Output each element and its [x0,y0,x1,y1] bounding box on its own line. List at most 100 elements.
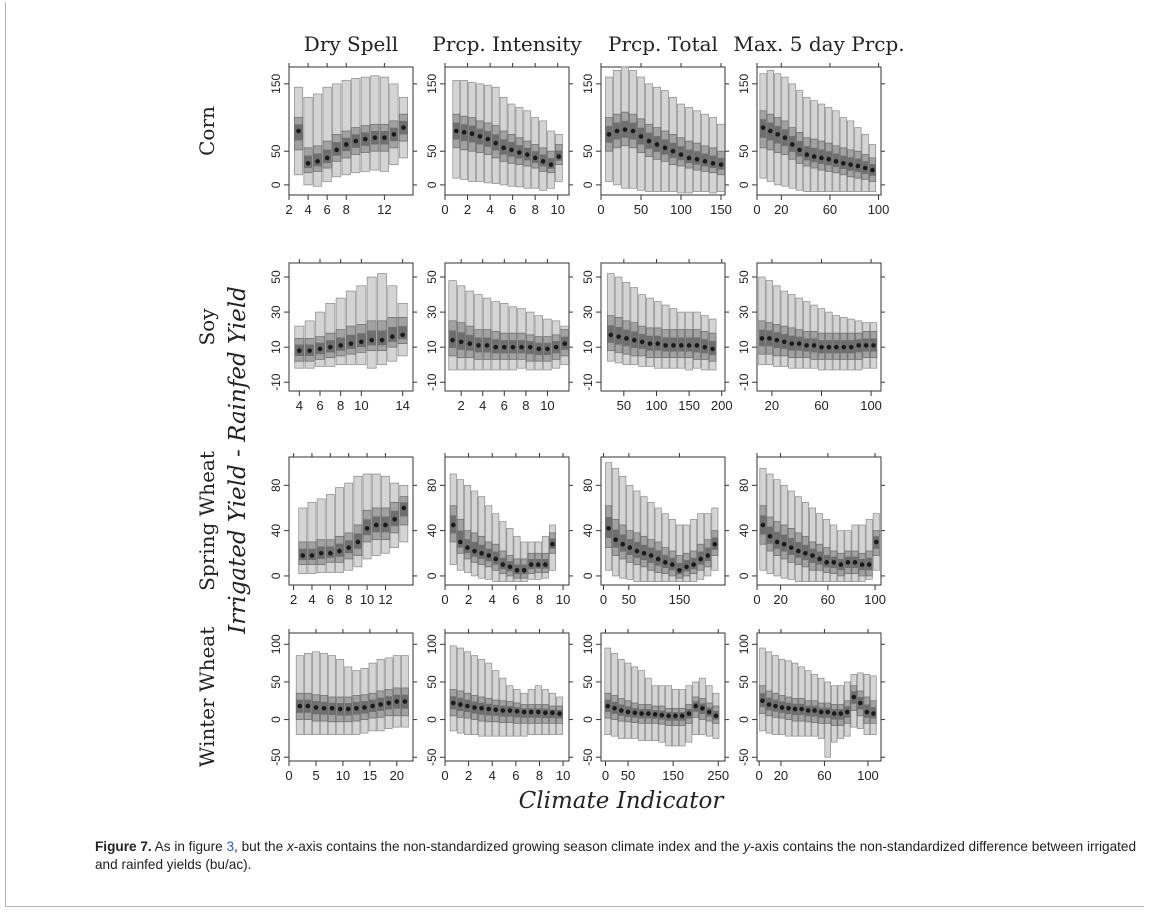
column-title: Prcp. Intensity [432,32,582,56]
median-point [528,709,534,715]
median-point [402,699,408,704]
median-point [812,708,817,713]
x-tick-label: 0 [441,768,448,783]
median-point [834,344,839,350]
row-title: Soy [195,308,219,346]
y-tick-label: 50 [425,675,439,689]
whisker-box [865,518,873,580]
median-point [826,156,832,162]
panel-soy-dry-spell: 4 6 8 10 14 -10 10 30 50 [269,259,417,413]
panel-spring-wheat-max-5-day-prcp: 0 20 60 100 0 40 80 [737,453,886,607]
panel-soy-max-5-day-prcp: 20 60 100 -10 10 30 50 [737,259,885,413]
median-point [550,541,555,547]
y-tick-label: 40 [581,524,595,538]
median-point [624,336,629,341]
x-tick-label: 5 [312,768,319,783]
x-tick-label: 6 [501,398,508,413]
median-point [296,128,301,134]
median-point [450,337,455,343]
whisker-box [316,498,326,573]
y-tick-label: 50 [737,675,751,689]
median-point [373,522,379,528]
median-point [702,159,708,164]
median-point [528,562,534,567]
y-tick-label: 150 [425,74,439,94]
median-point [605,703,611,709]
median-point [792,706,798,712]
x-tick-label: 60 [823,202,837,217]
median-point [712,541,718,547]
median-point [773,703,778,709]
y-tick-label: -50 [581,748,595,766]
caption-figure-link[interactable]: 3 [226,839,235,854]
column-title: Max. 5 day Prcp. [733,32,904,56]
median-point [493,556,499,562]
median-point [557,711,562,716]
x-tick-label: 4 [296,398,303,413]
median-point [479,705,484,711]
caption-text-d: -axis contains the non-standardized diff… [95,839,1137,872]
x-tick-label: 20 [390,768,404,783]
median-point [337,706,343,712]
median-point [334,147,339,153]
median-point [767,336,772,341]
median-point [321,705,327,711]
median-point [532,155,538,161]
median-point [855,163,861,169]
y-tick-label: -10 [737,373,751,391]
median-point [634,548,640,554]
median-point [613,537,618,542]
median-point [646,138,652,144]
y-tick-label: 10 [737,340,751,354]
median-point [543,562,548,567]
median-point [390,334,395,339]
median-point [386,700,392,706]
median-point [510,344,516,350]
median-point [825,709,831,715]
x-tick-label: 0 [753,202,760,217]
median-point [364,526,370,531]
median-point [346,545,352,550]
median-point [648,553,654,558]
median-point [789,142,795,147]
whisker-box [449,645,457,732]
median-point [862,165,868,171]
median-point [663,343,668,348]
median-point [400,332,405,338]
x-tick-label: 60 [814,398,828,413]
median-point [799,706,804,712]
median-point [612,705,617,711]
median-point [678,152,684,157]
median-point [465,545,470,550]
y-tick-label: 100 [425,634,439,654]
x-tick-label: 50 [617,398,631,413]
median-point [507,564,513,570]
x-tick-label: 12 [377,202,391,217]
median-point [710,161,716,166]
median-point [305,703,311,709]
median-point [472,548,477,554]
median-point [486,553,491,558]
median-point [845,560,851,565]
whisker-box [313,93,323,187]
median-point [864,709,870,715]
y-tick-label: 30 [425,305,439,319]
median-point [500,708,506,713]
median-point [871,343,876,348]
y-tick-label: 0 [737,181,751,188]
panel-corn-prcp-intensity: 0 2 4 6 8 10 0 50 150 [425,63,573,217]
median-point [297,703,303,709]
column-title: Dry Spell [304,32,398,56]
whisker-box [325,494,335,573]
y-tick-label: 0 [581,572,595,579]
median-point [317,346,323,352]
median-point [673,713,678,719]
median-point [606,526,611,531]
median-point [458,539,463,545]
y-tick-label: 10 [425,340,439,354]
median-point [476,343,481,348]
y-tick-label: 40 [425,524,439,538]
median-point [662,145,668,151]
panel-corn-prcp-total: 0 50 100 150 0 50 150 [581,63,732,217]
median-point [535,709,541,715]
